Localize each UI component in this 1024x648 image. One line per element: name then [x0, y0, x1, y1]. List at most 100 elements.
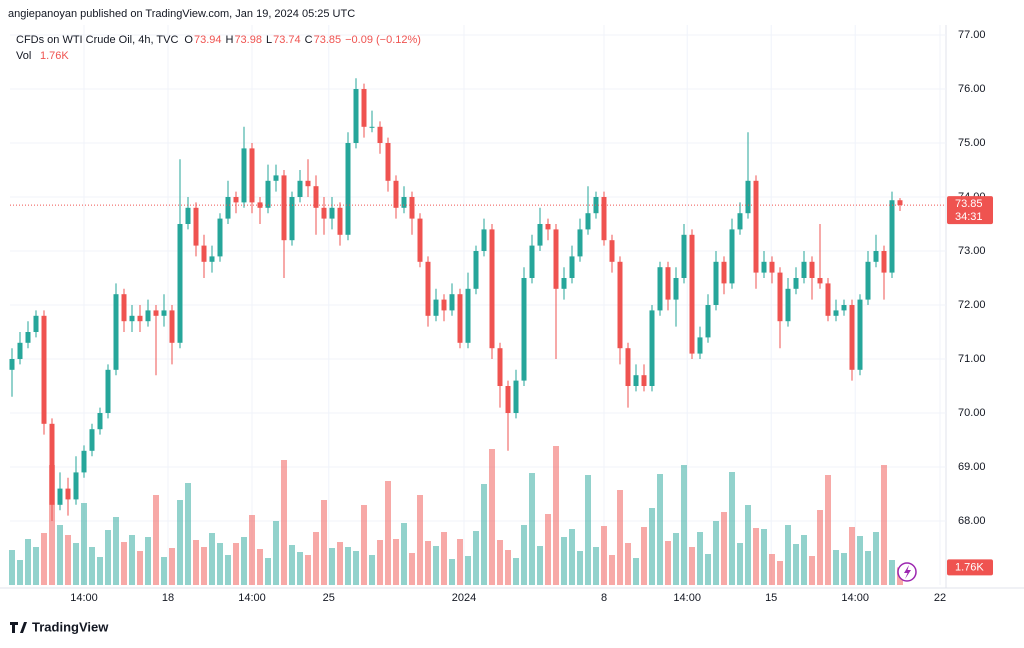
candle-body	[281, 175, 287, 241]
candle-body	[113, 294, 119, 370]
volume-bar	[713, 521, 719, 585]
volume-bar	[441, 532, 447, 585]
candle-body	[345, 142, 351, 235]
volume-bar	[321, 500, 327, 585]
candle-body	[673, 277, 679, 300]
candle-body	[721, 261, 727, 284]
volume-bar	[825, 475, 831, 585]
candle-body	[305, 180, 311, 187]
volume-bar	[561, 537, 567, 585]
symbol: CFDs on WTI Crude Oil, 4h, TVC	[16, 34, 178, 46]
volume-bar	[473, 531, 479, 585]
volume-bar	[233, 543, 239, 585]
x-tick-label: 22	[934, 592, 946, 604]
volume-bar	[249, 515, 255, 585]
candle-body	[137, 315, 143, 322]
volume-last-label: 1.76K	[955, 561, 984, 573]
candle-body	[33, 315, 39, 333]
candle-body	[713, 261, 719, 305]
volume-bar	[753, 528, 759, 585]
volume-bar	[209, 533, 215, 585]
y-tick-label: 77.00	[958, 29, 986, 41]
candle-body	[153, 310, 159, 316]
volume-bar	[529, 473, 535, 585]
candle-body	[145, 310, 151, 322]
volume-bar	[225, 555, 231, 585]
candle-body	[57, 488, 63, 505]
volume-bar	[569, 529, 575, 585]
volume-bar	[729, 472, 735, 585]
x-tick-label: 14:00	[238, 592, 266, 604]
volume-title: Vol	[16, 50, 31, 62]
volume-bar	[361, 505, 367, 585]
candle-body	[249, 148, 255, 203]
candle-body	[313, 186, 319, 208]
volume-bar	[593, 547, 599, 585]
candle-body	[825, 283, 831, 316]
volume-bar	[217, 543, 223, 585]
candle-body	[745, 180, 751, 214]
candle-body	[617, 261, 623, 349]
candle-body	[729, 229, 735, 284]
volume-bar	[97, 557, 103, 585]
candle-body	[385, 142, 391, 181]
candle-body	[337, 207, 343, 235]
candle-body	[489, 229, 495, 349]
volume-bar	[137, 551, 143, 585]
volume-bar	[649, 508, 655, 585]
candle-body	[513, 380, 519, 414]
candle-body	[465, 288, 471, 343]
candle-body	[649, 310, 655, 387]
brand: TradingView	[32, 619, 109, 634]
countdown-label: 34:31	[955, 211, 983, 223]
candle-body	[873, 250, 879, 262]
candle-body	[97, 413, 103, 430]
volume-bar	[873, 532, 879, 585]
volume-bar	[201, 547, 207, 585]
volume-bar	[161, 557, 167, 585]
volume-bar	[65, 535, 71, 585]
candle-body	[65, 488, 71, 500]
x-tick-label: 18	[162, 592, 174, 604]
volume-bar	[425, 541, 431, 585]
volume-bar	[793, 544, 799, 585]
ohlc-key: O	[184, 34, 193, 46]
volume-bar	[481, 484, 487, 585]
candle-body	[849, 305, 855, 370]
volume-bar	[177, 500, 183, 585]
volume-bar	[721, 512, 727, 585]
candle-body	[625, 348, 631, 387]
volume-bar	[129, 535, 135, 585]
volume-bar	[369, 555, 375, 585]
candle-body	[697, 337, 703, 354]
volume-bar	[17, 560, 23, 585]
candle-body	[353, 88, 359, 143]
last-price-label: 73.85	[955, 198, 983, 210]
volume-bar	[33, 547, 39, 585]
candle-body	[73, 472, 79, 500]
byline: angiepanoyan published on TradingView.co…	[8, 8, 355, 20]
ohlc-value: 73.85	[314, 34, 342, 46]
candle-body	[393, 180, 399, 208]
volume-bar	[9, 550, 15, 585]
volume-bar	[353, 551, 359, 585]
y-tick-label: 68.00	[958, 515, 986, 527]
volume-bar	[433, 546, 439, 585]
x-tick-label: 15	[765, 592, 777, 604]
volume-bar	[121, 542, 127, 585]
candle-body	[585, 213, 591, 230]
volume-bar	[641, 527, 647, 585]
volume-bar	[377, 540, 383, 585]
change-label: −0.09 (−0.12%)	[345, 34, 421, 46]
volume-bar	[633, 558, 639, 585]
volume-bar	[745, 505, 751, 585]
volume-bar	[89, 547, 95, 585]
candle-body	[321, 207, 327, 219]
candle-body	[433, 299, 439, 316]
candle-body	[121, 294, 127, 322]
candle-body	[577, 229, 583, 257]
volume-bar	[785, 525, 791, 585]
candle-body	[177, 223, 183, 343]
volume-bar	[881, 465, 887, 585]
